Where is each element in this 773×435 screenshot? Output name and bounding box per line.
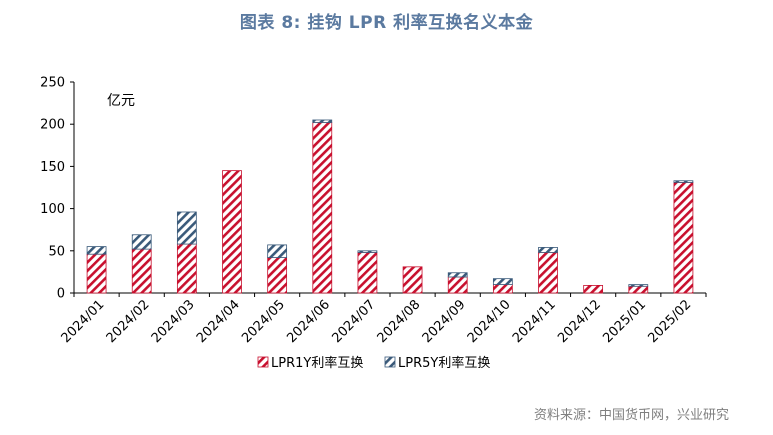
chart-title: 图表 8: 挂钩 LPR 利率互换名义本金 [239, 13, 534, 33]
chart-bars [86, 119, 694, 294]
x-tick-label: 2024/06 [284, 297, 333, 346]
y-tick-label: 200 [40, 118, 65, 133]
source-note: 资料来源：中国货币网，兴业研究 [533, 408, 729, 423]
legend-swatch-lpr1y [257, 356, 269, 368]
bar-lpr1y-2024-05 [267, 257, 288, 294]
bar-lpr5y-2024-11 [538, 247, 558, 253]
x-tick-label: 2024/02 [104, 297, 153, 346]
bar-lpr1y-2025-01 [628, 285, 649, 294]
bar-lpr1y-2024-09 [447, 276, 468, 294]
y-tick-label: 250 [40, 76, 65, 91]
y-tick-label: 100 [40, 202, 65, 217]
bar-lpr1y-2024-04 [222, 170, 242, 294]
bar-lpr5y-2024-10 [492, 278, 513, 285]
bar-lpr1y-2024-06 [312, 122, 333, 294]
y-tick-label: 150 [40, 160, 65, 175]
bar-lpr5y-2025-01 [628, 284, 649, 287]
x-tick-label: 2025/01 [600, 297, 649, 346]
bar-lpr5y-2024-07 [357, 250, 378, 253]
bar-lpr1y-2024-01 [86, 253, 107, 294]
x-tick-label: 2024/09 [420, 297, 469, 346]
chart-axes: 0501001502002502024/012024/022024/032024… [40, 76, 707, 346]
bar-lpr1y-2024-07 [357, 252, 378, 294]
x-tick-label: 2025/02 [645, 297, 694, 346]
x-tick-label: 2024/05 [239, 297, 288, 346]
bar-lpr5y-2024-09 [447, 272, 468, 278]
x-tick-label: 2024/04 [194, 297, 243, 346]
bar-lpr1y-2024-12 [583, 285, 604, 294]
y-unit-label: 亿元 [107, 93, 135, 109]
x-tick-label: 2024/11 [510, 297, 559, 346]
bar-lpr5y-2024-05 [267, 244, 288, 258]
x-tick-label: 2024/03 [149, 297, 198, 346]
y-tick-label: 0 [57, 287, 65, 302]
legend-swatch-lpr5y [384, 356, 396, 368]
bar-lpr1y-2024-02 [131, 248, 152, 294]
x-tick-label: 2024/10 [465, 297, 514, 346]
x-tick-label: 2024/01 [59, 297, 108, 346]
bar-lpr5y-2024-03 [176, 211, 197, 245]
bar-lpr1y-2024-11 [538, 252, 558, 294]
bar-lpr5y-2024-06 [312, 119, 333, 123]
y-tick-label: 50 [48, 244, 65, 259]
x-tick-label: 2024/12 [555, 297, 604, 346]
bar-lpr5y-2024-01 [86, 246, 107, 255]
bar-lpr5y-2024-02 [131, 234, 152, 250]
bar-lpr1y-2024-08 [402, 266, 423, 294]
x-tick-label: 2024/08 [375, 297, 424, 346]
bar-lpr1y-2024-03 [176, 243, 197, 294]
bar-lpr1y-2025-02 [673, 182, 694, 294]
x-tick-label: 2024/07 [329, 297, 378, 346]
legend-label-lpr5y: LPR5Y利率互换 [398, 355, 490, 371]
bar-lpr5y-2025-02 [673, 180, 694, 183]
chart-legend: LPR1Y利率互换 LPR5Y利率互换 [257, 355, 490, 371]
bar-lpr1y-2024-10 [492, 284, 513, 294]
legend-label-lpr1y: LPR1Y利率互换 [271, 355, 363, 371]
